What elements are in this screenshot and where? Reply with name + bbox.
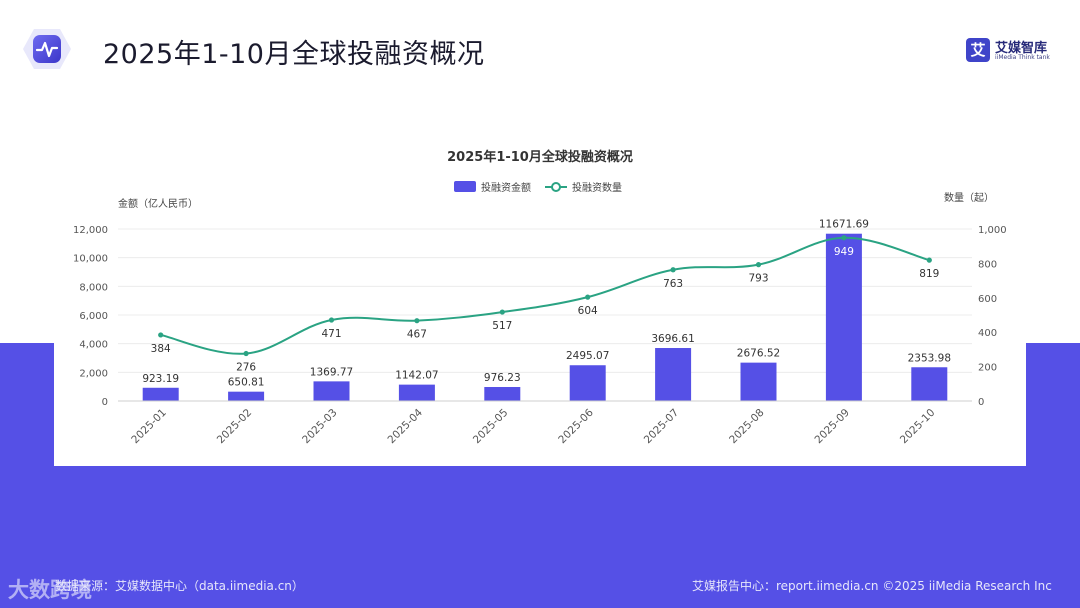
y-right-tick-label: 0 [978,397,984,408]
y-right-tick-label: 800 [978,259,997,270]
x-tick-label: 2025-10 [898,407,938,447]
bar-value-label: 1369.77 [310,366,353,378]
x-tick-label: 2025-06 [556,406,596,446]
x-tick-label: 2025-04 [386,406,426,446]
brand-logo: 艾 艾媒智库 iiMedia Think tank [966,36,1062,66]
bar-value-label: 2353.98 [908,352,951,364]
line-point [585,294,591,300]
y-right-tick-label: 1,000 [978,225,1007,236]
bar-value-label: 2676.52 [737,348,780,360]
legend-bar-label: 投融资金额 [481,181,531,194]
x-tick-label: 2025-01 [129,407,169,447]
x-tick-label: 2025-09 [813,407,853,447]
y-right-axis-label: 数量（起） [944,191,994,204]
line-point [670,267,676,273]
count-line [160,236,930,355]
y-left-axis-label: 金额（亿人民币） [118,197,198,210]
line-point [926,257,932,263]
y-left-tick-label: 8,000 [79,282,108,293]
chart-card [54,132,1026,466]
line-value-label: 276 [236,362,256,374]
line-value-label: 763 [663,278,683,290]
line-point [243,350,249,357]
line-value-label: 517 [492,320,512,332]
x-tick-label: 2025-05 [471,407,511,447]
brand-mark: 艾 [966,38,990,62]
y-left-tick-label: 0 [102,397,108,408]
line-point [414,318,420,324]
line-value-label: 467 [407,329,427,341]
data-source-footer: 数据来源：艾媒数据中心（data.iimedia.cn） [55,579,304,593]
bar [740,362,777,401]
x-tick-label: 2025-08 [727,407,767,447]
brand-name: 艾媒智库 [995,41,1048,56]
legend-line-label: 投融资数量 [572,181,622,194]
bar-value-label: 1142.07 [395,370,438,382]
line-value-label: 819 [919,268,939,280]
bar [569,365,606,401]
line-value-label: 604 [578,305,598,317]
line-point [328,317,335,323]
x-tick-label: 2025-07 [642,407,682,447]
bar [911,367,948,401]
line-value-label: 471 [321,328,341,340]
brand-subtitle: iiMedia Think tank [995,54,1050,61]
y-left-tick-label: 12,000 [73,225,108,236]
bar-value-label: 2495.07 [566,350,609,362]
bar-value-label: 923.19 [142,373,179,385]
bar-value-label: 650.81 [228,377,265,389]
line-value-label: 793 [748,273,768,285]
bar [484,387,521,401]
line-point [755,262,762,268]
line-point [841,235,847,241]
bar [228,391,265,401]
legend-bar-swatch [454,181,476,192]
legend-line-marker [551,182,561,192]
line-point [499,309,505,315]
page-title: 2025年1-10月全球投融资概况 [103,39,485,70]
bar [313,381,350,401]
chart-title: 2025年1-10月全球投融资概况 [447,149,633,165]
y-left-tick-label: 4,000 [79,340,108,351]
pulse-logo-icon [23,29,71,69]
x-tick-label: 2025-02 [215,407,255,447]
y-left-tick-label: 6,000 [79,311,108,322]
x-tick-label: 2025-03 [300,407,340,447]
bar [825,233,862,401]
y-left-tick-label: 2,000 [79,368,108,379]
bar-value-label: 11671.69 [819,219,869,231]
line-point [158,332,164,338]
bar [398,384,435,401]
bar [655,348,692,401]
report-center-footer: 艾媒报告中心：report.iimedia.cn ©2025 iiMedia R… [692,579,1052,593]
watermark: 大数跨境 [8,578,92,602]
legend: 投融资金额 投融资数量 [454,181,622,194]
bar-value-label: 976.23 [484,372,521,384]
line-value-label: 384 [151,343,171,355]
bar [142,387,179,401]
line-value-label: 949 [834,246,854,258]
y-right-tick-label: 600 [978,294,997,305]
y-right-tick-label: 400 [978,328,997,339]
y-left-tick-label: 10,000 [73,254,108,265]
y-right-tick-label: 200 [978,363,997,374]
bar-value-label: 3696.61 [651,333,694,345]
